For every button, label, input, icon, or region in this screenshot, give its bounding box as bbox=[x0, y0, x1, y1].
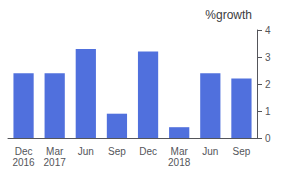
svg-text:Sep: Sep bbox=[233, 146, 251, 157]
svg-text:Dec: Dec bbox=[15, 146, 33, 157]
svg-text:2: 2 bbox=[265, 79, 271, 90]
svg-text:4: 4 bbox=[265, 25, 271, 36]
svg-text:Dec: Dec bbox=[139, 146, 157, 157]
svg-text:3: 3 bbox=[265, 52, 271, 63]
svg-text:Mar: Mar bbox=[46, 146, 64, 157]
svg-text:0: 0 bbox=[265, 133, 271, 144]
svg-text:Jun: Jun bbox=[202, 146, 218, 157]
svg-text:2018: 2018 bbox=[168, 157, 191, 168]
svg-text:2017: 2017 bbox=[44, 157, 67, 168]
svg-text:%growth: %growth bbox=[205, 8, 252, 22]
svg-text:1: 1 bbox=[265, 106, 271, 117]
svg-text:Mar: Mar bbox=[171, 146, 189, 157]
svg-text:Jun: Jun bbox=[78, 146, 94, 157]
svg-text:2016: 2016 bbox=[12, 157, 35, 168]
svg-text:Sep: Sep bbox=[108, 146, 126, 157]
